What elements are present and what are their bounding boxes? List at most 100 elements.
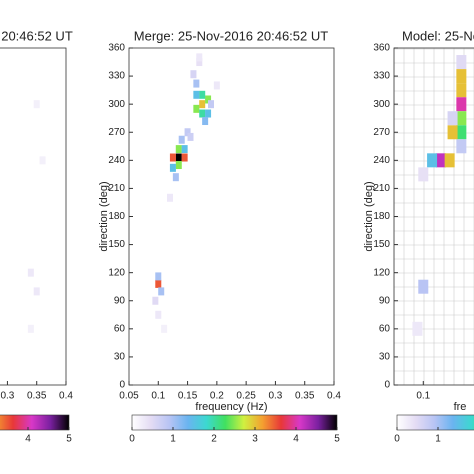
heat-cell — [169, 163, 176, 172]
heat-cell — [196, 53, 203, 62]
heat-cell — [205, 109, 212, 118]
y-tick-label: 270 — [373, 127, 390, 138]
y-tick-label: 120 — [373, 267, 390, 278]
heat-cell — [175, 153, 182, 162]
y-axis-label: direction (deg) — [363, 181, 375, 251]
y-tick-label: 240 — [373, 155, 390, 166]
colorbar — [131, 414, 338, 431]
heat-cell — [190, 70, 197, 79]
y-tick-label: 270 — [108, 127, 125, 138]
heat-cell — [175, 145, 182, 154]
y-tick-label: 330 — [373, 71, 390, 82]
heat-cell — [33, 100, 40, 109]
colorbar — [0, 414, 70, 431]
x-tick-label: 0.2 — [210, 391, 224, 402]
heat-cell — [169, 153, 176, 162]
heat-cell — [199, 100, 206, 109]
heat-cell — [456, 83, 467, 98]
heat-cell — [435, 153, 446, 168]
x-tick-label: 0.35 — [295, 391, 315, 402]
panel-title: 20:46:52 UT — [1, 28, 73, 43]
y-tick-label: 300 — [373, 99, 390, 110]
x-tick-label: 0.4 — [327, 391, 341, 402]
y-tick-label: 30 — [379, 352, 391, 363]
heat-cell — [155, 310, 162, 319]
heat-cell — [418, 167, 429, 182]
heat-cell — [213, 81, 220, 90]
heat-cell — [175, 161, 182, 170]
heat-cell — [202, 117, 209, 126]
x-axis-label: fre — [454, 401, 467, 413]
heat-cell — [456, 97, 467, 112]
colorbar-tick-label: 1 — [170, 434, 176, 445]
y-tick-label: 150 — [108, 239, 125, 250]
heat-cell — [152, 296, 159, 305]
heat-cell — [447, 125, 458, 140]
heat-cell — [181, 145, 188, 154]
heat-cell — [196, 58, 203, 67]
plot-frame — [128, 47, 335, 386]
plot-area — [27, 100, 46, 333]
y-tick-label: 180 — [108, 211, 125, 222]
y-tick-label: 90 — [114, 295, 126, 306]
y-tick-label: 240 — [108, 155, 125, 166]
heat-cell — [167, 193, 173, 202]
heat-cell — [456, 139, 467, 154]
heat-cell — [155, 279, 162, 288]
heat-cell — [456, 69, 467, 84]
y-tick-label: 150 — [373, 239, 390, 250]
y-tick-label: 60 — [114, 323, 126, 334]
heat-cell — [427, 153, 438, 168]
heat-cell — [187, 132, 194, 141]
x-tick-label: 0.15 — [178, 391, 198, 402]
heat-cell — [27, 268, 34, 277]
colorbar-tick-label: 0 — [394, 434, 400, 445]
colorbar-tick-label: 4 — [25, 434, 31, 445]
colorbar-tick-label: 5 — [334, 434, 340, 445]
x-tick-label: 0.1 — [416, 391, 430, 402]
y-tick-label: 0 — [119, 380, 125, 391]
colorbar-tick-label: 1 — [435, 434, 441, 445]
heat-cell — [444, 153, 455, 168]
heat-cell — [181, 153, 188, 162]
x-tick-label: 0.3 — [0, 391, 14, 402]
plot-area — [152, 53, 220, 333]
heat-cell — [33, 287, 40, 296]
x-tick-label: 0.3 — [268, 391, 282, 402]
panel-title: Model: 25-Ne — [402, 28, 474, 43]
colorbar-tick-label: 0 — [129, 434, 135, 445]
plot-frame — [0, 47, 67, 386]
heat-cell — [208, 100, 214, 109]
heat-cell — [155, 272, 162, 281]
y-axis-label: direction (deg) — [98, 181, 110, 251]
y-tick-label: 330 — [108, 71, 125, 82]
heat-cell — [418, 279, 429, 294]
x-axis-label: frequency (Hz) — [195, 401, 267, 413]
plot-area — [394, 48, 474, 385]
y-tick-label: 90 — [379, 295, 391, 306]
colorbar-tick-label: 3 — [252, 434, 258, 445]
y-tick-label: 180 — [373, 211, 390, 222]
y-tick-label: 360 — [373, 43, 390, 54]
heat-cell — [447, 111, 458, 126]
heat-cell — [27, 324, 34, 333]
y-tick-label: 210 — [108, 183, 125, 194]
y-tick-label: 210 — [373, 183, 390, 194]
x-tick-label: 0.35 — [27, 391, 47, 402]
colorbar-tick-label: 4 — [293, 434, 299, 445]
panel-title: Merge: 25-Nov-2016 20:46:52 UT — [134, 28, 328, 43]
colorbar-tick-label: 2 — [211, 434, 217, 445]
heat-cell — [161, 324, 168, 333]
heat-cell — [456, 125, 467, 140]
heat-cell — [412, 321, 423, 336]
y-tick-label: 60 — [379, 323, 391, 334]
heat-cell — [184, 128, 191, 137]
heat-cell — [193, 79, 200, 88]
x-tick-label: 0.05 — [119, 391, 139, 402]
colorbar — [396, 414, 474, 431]
y-tick-label: 360 — [108, 43, 125, 54]
heat-cell — [178, 135, 185, 144]
y-tick-label: 300 — [108, 99, 125, 110]
heat-cell — [172, 173, 179, 182]
